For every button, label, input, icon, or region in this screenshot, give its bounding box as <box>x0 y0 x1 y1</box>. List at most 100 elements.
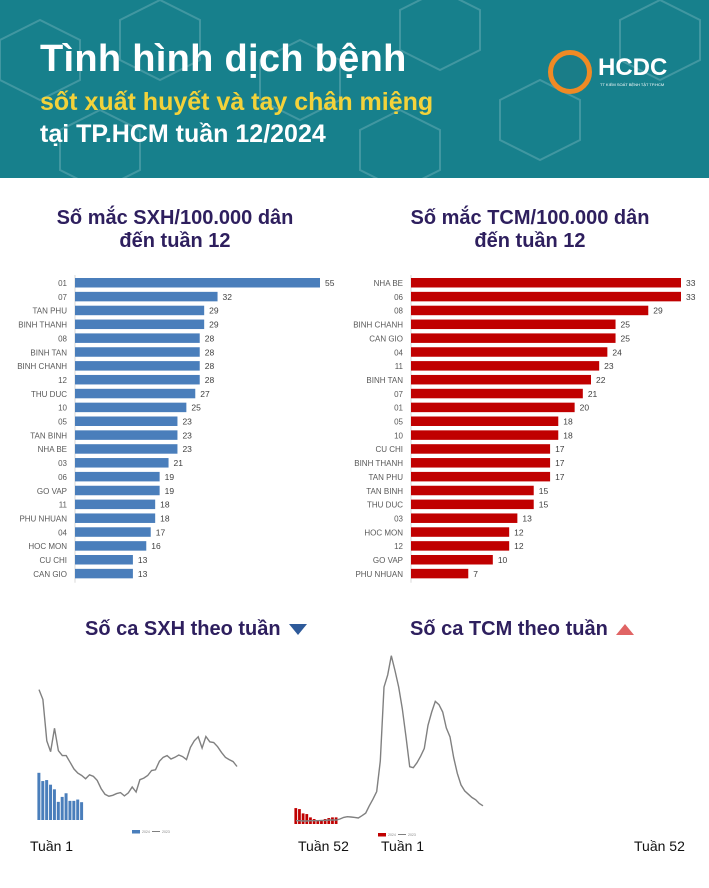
sxh-week-bar <box>80 802 84 820</box>
sxh-week-bar <box>64 793 68 820</box>
tcm-bar <box>411 416 559 426</box>
tcm-bar <box>411 471 551 482</box>
tcm-value-label: 12 <box>514 527 524 537</box>
sxh-value-label: 28 <box>205 347 215 357</box>
sxh-week-bar <box>76 799 80 820</box>
sxh-bar <box>75 402 187 413</box>
tcm-legend-2024-swatch <box>378 833 386 837</box>
sxh-category-label: GO VAP <box>37 487 67 496</box>
sxh-value-label: 13 <box>138 569 148 579</box>
logo-text: HCDC <box>598 54 668 81</box>
tcm-week-bar <box>301 813 305 824</box>
tcm-category-label: CU CHI <box>375 445 403 454</box>
tcm-category-label: HOC MON <box>364 528 403 537</box>
sxh-category-label: 12 <box>58 376 67 385</box>
tcm-week-bar <box>320 820 323 824</box>
subtitle-location-week: tại TP.HCM tuần 12/2024 <box>40 120 326 148</box>
sxh-bar <box>75 347 200 357</box>
hex-pattern <box>0 0 701 178</box>
sxh-weekly-label: Số ca SXH theo tuần <box>85 618 281 640</box>
sxh-bar <box>75 471 160 482</box>
sxh-value-label: 29 <box>209 320 219 330</box>
sxh-value-label: 29 <box>209 306 219 316</box>
sxh-value-label: 19 <box>165 486 175 496</box>
sxh-category-label: 01 <box>58 279 67 288</box>
sxh-category-label: CAN GIO <box>33 570 67 579</box>
sxh-bar <box>75 430 178 440</box>
tcm-category-label: 06 <box>394 293 403 302</box>
tcm-value-label: 25 <box>621 320 631 330</box>
sxh-value-label: 23 <box>182 417 192 427</box>
tcm-value-label: 20 <box>580 403 590 413</box>
tcm-category-label: 01 <box>394 404 403 413</box>
tcm-legend-2024: 2024 <box>388 833 396 837</box>
sxh-2023-line <box>38 689 238 797</box>
sxh-category-label: HOC MON <box>28 542 67 551</box>
tcm-category-label: BINH TAN <box>366 376 403 385</box>
tcm-value-label: 15 <box>539 486 549 496</box>
sxh-bar-chart-title: Số mắc SXH/100.000 dân đến tuần 12 <box>40 207 310 253</box>
tcm-week-bar <box>298 809 301 824</box>
sxh-value-label: 28 <box>205 375 215 385</box>
sxh-value-label: 28 <box>205 333 215 343</box>
tcm-week-bar <box>327 818 331 824</box>
sxh-value-label: 16 <box>151 541 161 551</box>
sxh-bar <box>75 499 156 510</box>
tcm-bar <box>411 485 534 496</box>
sxh-week-bar <box>41 781 45 820</box>
sxh-category-label: CU CHI <box>39 556 67 565</box>
tcm-category-label: BINH THANH <box>354 459 403 468</box>
tcm-category-label: PHU NHUAN <box>355 570 403 579</box>
sxh-week-end: Tuần 52 <box>298 838 349 854</box>
sxh-title-line1: Số mắc SXH/100.000 dân <box>56 207 294 229</box>
tcm-category-label: THU DUC <box>367 501 403 510</box>
tcm-value-label: 18 <box>563 417 573 427</box>
tcm-week-bar <box>312 819 316 824</box>
sxh-week-bar <box>68 800 72 820</box>
tcm-bar <box>411 319 616 330</box>
sxh-value-label: 18 <box>160 500 170 510</box>
tcm-value-label: 25 <box>621 333 631 343</box>
tcm-value-label: 18 <box>563 430 573 440</box>
tcm-week-start: Tuần 1 <box>381 838 425 854</box>
tcm-bar <box>411 333 616 343</box>
tcm-value-label: 33 <box>686 278 696 288</box>
tcm-bar <box>411 458 551 468</box>
tcm-bar <box>411 374 591 385</box>
sxh-value-label: 19 <box>165 472 175 482</box>
sxh-bar <box>75 568 133 579</box>
tcm-category-label: 11 <box>395 362 404 371</box>
sxh-bar <box>75 416 178 426</box>
sxh-bar <box>75 555 133 565</box>
sxh-bar <box>75 444 178 454</box>
tcm-bar <box>411 541 510 551</box>
tcm-bar <box>411 402 575 413</box>
tcm-value-label: 15 <box>539 500 549 510</box>
tcm-value-label: 7 <box>473 569 478 579</box>
tcm-bar <box>411 278 681 288</box>
tcm-value-label: 33 <box>686 292 696 302</box>
sxh-value-label: 23 <box>182 430 192 440</box>
tcm-legend-2023: 2023 <box>408 833 416 837</box>
sxh-value-label: 21 <box>174 458 184 468</box>
sxh-bar <box>75 374 200 385</box>
tcm-bar <box>411 388 583 399</box>
sxh-bar <box>75 513 156 523</box>
sxh-category-label: 11 <box>59 501 68 510</box>
tcm-week-bar <box>294 808 298 824</box>
tcm-bar <box>411 513 518 523</box>
sxh-value-label: 17 <box>156 527 166 537</box>
tcm-category-label: 07 <box>394 390 403 399</box>
sxh-week-bar <box>60 796 64 820</box>
sxh-week-start: Tuần 1 <box>30 838 74 854</box>
sxh-bar <box>75 333 200 343</box>
sxh-title-line2: đến tuần 12 <box>119 230 231 252</box>
sxh-value-label: 25 <box>191 403 201 413</box>
sxh-category-label: PHU NHUAN <box>19 514 67 523</box>
sxh-bar <box>75 305 205 316</box>
tcm-value-label: 23 <box>604 361 614 371</box>
logo-subtext: TT KIỂM SOÁT BỆNH TẬT TP.HCM <box>600 82 665 87</box>
tcm-week-bar <box>316 820 320 824</box>
tcm-bar <box>411 305 649 316</box>
sxh-bar <box>75 541 147 551</box>
